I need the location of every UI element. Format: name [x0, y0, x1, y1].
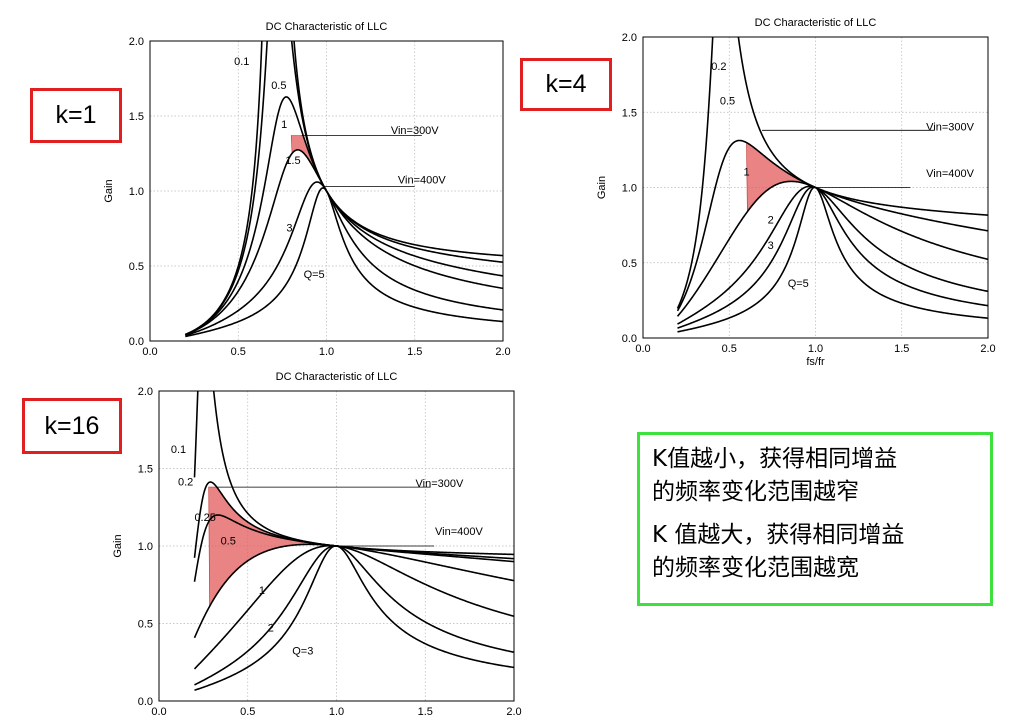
vin300-label: Vin=300V: [926, 121, 974, 133]
x-tick-label: 0.0: [142, 346, 157, 358]
y-tick-label: 0.5: [129, 261, 144, 273]
series-label: 1: [281, 119, 287, 131]
chart-title: DC Characteristic of LLC: [755, 17, 877, 29]
series-line-q0_2: [676, 37, 988, 309]
x-tick-label: 1.0: [808, 343, 823, 355]
series-label: Q=5: [788, 278, 809, 290]
series-label: 3: [286, 223, 292, 235]
x-tick-label: 1.0: [319, 346, 334, 358]
y-tick-label: 1.5: [138, 464, 153, 476]
y-axis-label: Gain: [103, 179, 115, 202]
chart-k16: DC Characteristic of LLC 0.0 0.5 1.0 1.5 2.0 0…: [112, 371, 522, 718]
vin400-label: Vin=400V: [435, 526, 483, 538]
plot-frame: [149, 40, 504, 342]
series-line-q1_5: [185, 149, 503, 336]
y-tick-label: 0.0: [622, 333, 637, 345]
series-label: 3: [768, 240, 774, 252]
series-label: 0.2: [711, 61, 726, 73]
series-label: 0.25: [194, 512, 215, 524]
series-label: Q=3: [292, 646, 313, 658]
chart-title: DC Characteristic of LLC: [276, 371, 398, 383]
series-label: 0.5: [271, 80, 286, 92]
series-line-q0_5: [676, 139, 988, 312]
series-label: 1.5: [285, 155, 300, 167]
k4-badge: k=4: [520, 58, 612, 111]
series-line-q5: [677, 186, 988, 333]
chart-title: DC Characteristic of LLC: [266, 21, 388, 33]
x-tick-label: 1.5: [407, 346, 422, 358]
note-line-4: 的频率变化范围越宽: [652, 555, 859, 581]
x-tick-label: 0.5: [240, 706, 255, 718]
series-line-q2: [677, 185, 988, 325]
y-tick-label: 2.0: [129, 36, 144, 48]
k16-badge: k=16: [22, 398, 122, 454]
series-line-q5: [185, 187, 503, 338]
series-line-q3: [185, 181, 503, 337]
y-tick-label: 0.5: [138, 619, 153, 631]
x-tick-label: 1.5: [418, 706, 433, 718]
vin400-label: Vin=400V: [398, 175, 446, 187]
plot-frame: [642, 36, 989, 339]
x-tick-label: 1.0: [329, 706, 344, 718]
series-line-q3: [677, 186, 988, 329]
x-tick-label: 2.0: [506, 706, 521, 718]
chart-k1: DC Characteristic of LLC 0.0 0.5 1.0 1.5 2.0 0…: [103, 21, 511, 358]
series-label: 1: [259, 585, 265, 597]
y-tick-label: 0.0: [129, 336, 144, 348]
series-label: 1: [743, 166, 749, 178]
series-line-q3: [194, 545, 514, 692]
gain-region-highlight: [746, 142, 816, 213]
y-axis-label: Gain: [112, 534, 124, 557]
series-line-q0_5: [193, 543, 514, 639]
x-tick-label: 0.5: [231, 346, 246, 358]
y-tick-label: 1.0: [129, 186, 144, 198]
y-tick-label: 0.5: [622, 258, 637, 270]
series-label: 0.1: [171, 444, 186, 456]
series-label: 2: [768, 215, 774, 227]
explanation-note: K值越小，获得相同增益 的频率变化范围越窄 K 值越大，获得相同增益 的频率变化…: [637, 432, 993, 606]
x-tick-label: 2.0: [980, 343, 995, 355]
plot-frame: [158, 390, 515, 702]
note-line-3: K 值越大，获得相同增益: [652, 522, 905, 548]
x-tick-label: 2.0: [495, 346, 510, 358]
y-tick-label: 2.0: [622, 32, 637, 44]
x-tick-label: 0.0: [151, 706, 166, 718]
y-tick-label: 2.0: [138, 386, 153, 398]
series-label: 0.5: [221, 535, 236, 547]
note-line-1: K值越小，获得相同增益: [652, 446, 898, 472]
y-tick-label: 1.0: [622, 183, 637, 195]
y-tick-label: 0.0: [138, 696, 153, 708]
vin400-label: Vin=400V: [926, 168, 974, 180]
x-axis-label: fs/fr: [806, 356, 825, 368]
series-line-q0_5: [185, 41, 503, 336]
x-tick-label: 0.0: [635, 343, 650, 355]
vin300-label: Vin=300V: [391, 125, 439, 137]
series-line-q1: [676, 180, 988, 317]
x-tick-label: 1.5: [894, 343, 909, 355]
note-line-2: 的频率变化范围越窄: [652, 479, 859, 505]
series-line-q1: [193, 544, 514, 670]
series-line-q1: [185, 96, 503, 336]
y-tick-label: 1.5: [129, 111, 144, 123]
x-tick-label: 0.5: [722, 343, 737, 355]
chart-k4: DC Characteristic of LLC 0.0 0.5 1.0 1.5 2.0 0…: [596, 17, 996, 368]
series-label: 2: [268, 622, 274, 634]
series-line-q2: [194, 545, 514, 686]
vin300-label: Vin=300V: [416, 478, 464, 490]
series-label: Q=5: [304, 269, 325, 281]
y-axis-label: Gain: [596, 176, 608, 199]
series-label: 0.2: [178, 477, 193, 489]
y-tick-label: 1.5: [622, 107, 637, 119]
series-label: 0.5: [720, 96, 735, 108]
series-label: 0.1: [234, 56, 249, 68]
y-tick-label: 1.0: [138, 541, 153, 553]
k1-badge: k=1: [30, 88, 122, 143]
